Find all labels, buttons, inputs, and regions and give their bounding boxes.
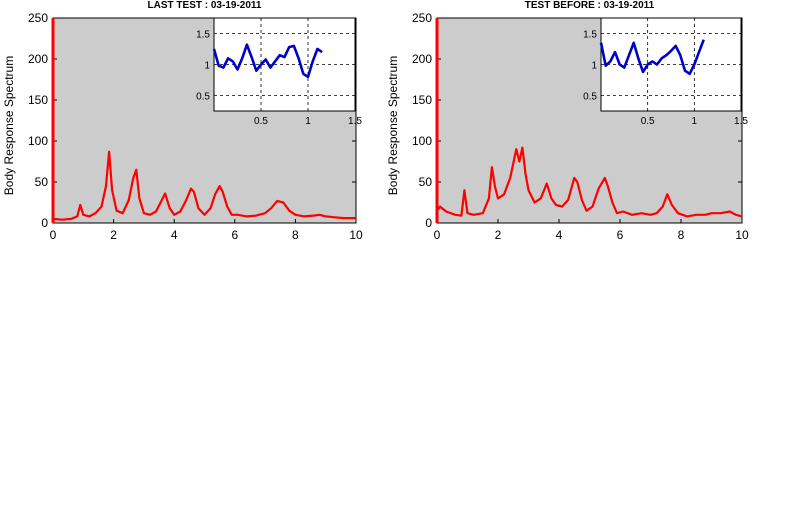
inset-x-tick-label: 1 xyxy=(692,116,698,127)
inset-y-tick-label: 1 xyxy=(204,61,210,72)
y-tick-label: 200 xyxy=(28,52,48,66)
inset-y-tick-label: 0.5 xyxy=(196,92,210,103)
y-tick-label: 200 xyxy=(412,52,432,66)
x-tick-label: 2 xyxy=(110,228,117,242)
chart-panel-1: LAST TEST : 03-19-2011 Body Response Spec… xyxy=(2,0,363,242)
inset-x-tick-label: 0.5 xyxy=(641,116,655,127)
series-line xyxy=(52,150,356,221)
x-tick-label: 0 xyxy=(434,228,441,242)
y-tick-label: 0 xyxy=(425,216,432,230)
inset-y-tick-label: 1 xyxy=(591,61,597,72)
x-tick-label: 2 xyxy=(495,228,502,242)
inset-y-tick-label: 1.5 xyxy=(196,30,210,41)
x-tick-label: 4 xyxy=(171,228,178,242)
chart-title: LAST TEST : 03-19-2011 xyxy=(148,0,262,11)
inset-x-tick-label: 1 xyxy=(305,116,311,127)
x-tick-label: 4 xyxy=(556,228,563,242)
y-tick-label: 250 xyxy=(28,11,48,25)
inset-series-line xyxy=(599,39,705,76)
chart-panel-2: TEST BEFORE : 03-19-2011 Body Response Sp… xyxy=(386,0,749,242)
x-tick-label: 6 xyxy=(231,228,238,242)
x-tick-label: 0 xyxy=(50,228,57,242)
x-tick-label: 10 xyxy=(349,228,363,242)
inset-plot-area xyxy=(213,17,356,112)
inset-x-tick-label: 1.5 xyxy=(348,116,362,127)
y-tick-label: 100 xyxy=(412,134,432,148)
inset-y-tick-label: 0.5 xyxy=(583,92,597,103)
inset-series-line xyxy=(212,43,323,79)
chart-title: TEST BEFORE : 03-19-2011 xyxy=(525,0,655,11)
y-tick-label: 0 xyxy=(41,216,48,230)
y-axis-label: Body Response Spectrum xyxy=(386,56,400,195)
x-tick-label: 10 xyxy=(735,228,749,242)
y-tick-label: 150 xyxy=(28,93,48,107)
y-tick-label: 100 xyxy=(28,134,48,148)
x-tick-label: 8 xyxy=(292,228,299,242)
y-tick-label: 250 xyxy=(412,11,432,25)
y-tick-label: 150 xyxy=(412,93,432,107)
inset-y-tick-label: 1.5 xyxy=(583,30,597,41)
y-tick-label: 50 xyxy=(419,175,433,189)
inset-x-tick-label: 1.5 xyxy=(734,116,748,127)
series-line xyxy=(436,146,743,218)
x-tick-label: 8 xyxy=(678,228,685,242)
y-tick-label: 50 xyxy=(35,175,49,189)
inset-x-tick-label: 0.5 xyxy=(254,116,268,127)
y-axis-label: Body Response Spectrum xyxy=(2,56,16,195)
x-tick-label: 6 xyxy=(617,228,624,242)
